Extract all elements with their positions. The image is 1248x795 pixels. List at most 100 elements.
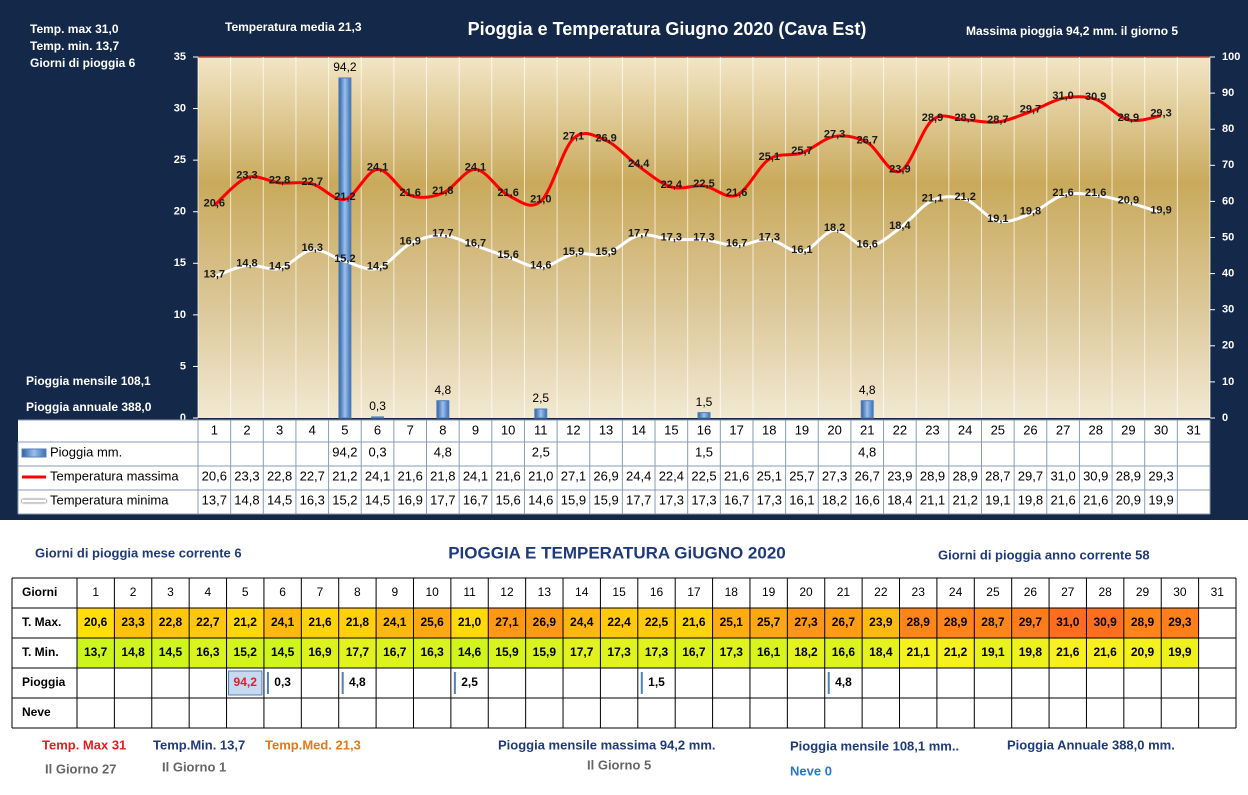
data-label: 21,6 — [497, 187, 518, 199]
x-tick-label: 20 — [827, 422, 841, 437]
cell-fill — [824, 608, 863, 638]
column-header: 20 — [799, 585, 813, 599]
footer-text: Pioggia Annuale 388,0 mm. — [1007, 737, 1175, 752]
data-label: 17,3 — [759, 231, 780, 243]
cell-value: 18,4 — [869, 645, 893, 659]
cell-value: 23,3 — [121, 615, 145, 629]
note: Giorni di pioggia anno corrente 58 — [938, 547, 1150, 562]
y2-tick-label: 40 — [1222, 268, 1234, 280]
table-value: 20,6 — [202, 468, 227, 483]
data-label: 17,3 — [661, 231, 682, 243]
cell-fill — [936, 608, 975, 638]
table-value: 25,1 — [757, 468, 782, 483]
table-value: 4,8 — [858, 444, 876, 459]
data-label: 22,7 — [302, 176, 323, 188]
bar — [534, 408, 548, 419]
table-value: 21,6 — [398, 468, 423, 483]
data-label: 13,7 — [204, 269, 225, 281]
y-tick-label: 15 — [174, 257, 186, 269]
cell-fill — [151, 608, 190, 638]
annotation: Pioggia annuale 388,0 — [26, 400, 152, 414]
cell-value: 28,9 — [907, 615, 931, 629]
cell-fill — [712, 638, 750, 668]
y2-tick-label: 50 — [1222, 231, 1234, 243]
cell-value: 27,3 — [794, 615, 818, 629]
table-value: 17,3 — [659, 492, 684, 507]
data-label: 16,3 — [302, 242, 323, 254]
column-header: 3 — [167, 585, 174, 599]
y2-tick-label: 100 — [1222, 51, 1240, 63]
cell-fill — [1123, 638, 1162, 668]
annotation: Massima pioggia 94,2 mm. il giorno 5 — [966, 24, 1178, 38]
cell-fill — [525, 638, 564, 668]
x-tick-label: 19 — [795, 422, 809, 437]
row-label: Pioggia — [22, 675, 66, 689]
cell-fill — [749, 638, 788, 668]
table-value: 16,7 — [724, 492, 749, 507]
cell-value: 1,5 — [648, 675, 665, 689]
column-header: 14 — [575, 585, 589, 599]
data-label: 15,2 — [334, 253, 355, 265]
cell-fill — [787, 638, 825, 668]
data-label: 14,5 — [269, 260, 290, 272]
table-value: 21,8 — [430, 468, 455, 483]
cell-value: 29,3 — [1168, 615, 1192, 629]
cell-value: 4,8 — [835, 675, 852, 689]
data-label: 21,2 — [954, 191, 975, 203]
cell-fill — [1011, 608, 1050, 638]
column-header: Giorni — [22, 585, 57, 599]
cell-value: 21,2 — [944, 645, 968, 659]
data-label: 20,6 — [204, 197, 225, 209]
footer-text: Pioggia mensile massima 94,2 mm. — [498, 737, 716, 752]
data-label: 19,9 — [1150, 205, 1171, 217]
y2-tick-label: 80 — [1222, 123, 1234, 135]
cell-fill — [637, 608, 676, 638]
data-label: 28,9 — [922, 112, 943, 124]
cell-fill — [525, 608, 564, 638]
table-value: 23,9 — [887, 468, 912, 483]
cell-fill — [1049, 608, 1087, 638]
table-value: 21,6 — [1083, 492, 1108, 507]
y-tick-label: 10 — [174, 309, 186, 321]
plot-area — [198, 57, 1210, 418]
x-tick-label: 14 — [631, 422, 645, 437]
data-label: 24,4 — [628, 158, 650, 170]
data-label: 26,9 — [595, 132, 616, 144]
data-label: 25,1 — [759, 151, 780, 163]
data-label: 20,9 — [1118, 194, 1139, 206]
cell-value: 25,6 — [420, 615, 444, 629]
data-label: 18,4 — [889, 220, 911, 232]
cell-value: 31,0 — [1056, 615, 1080, 629]
table-value: 94,2 — [332, 444, 357, 459]
cell-fill — [675, 638, 713, 668]
data-label: 27,3 — [824, 128, 845, 140]
legend-label: Pioggia mm. — [50, 444, 122, 459]
line — [213, 192, 1162, 279]
cell-value: 16,3 — [420, 645, 444, 659]
data-label: 30,9 — [1085, 91, 1106, 103]
cell-fill — [1049, 638, 1087, 668]
x-tick-label: 17 — [729, 422, 743, 437]
column-header: 6 — [279, 585, 286, 599]
cell-value: 2,5 — [461, 675, 478, 689]
x-tick-label: 27 — [1056, 422, 1070, 437]
cell-fill — [862, 608, 900, 638]
cell-fill — [1086, 608, 1124, 638]
table-value: 22,4 — [659, 468, 684, 483]
data-label: 24,1 — [367, 161, 388, 173]
table-value: 21,6 — [724, 468, 749, 483]
footer-text: Temp. Max 31 — [42, 737, 126, 752]
cell-value: 17,3 — [720, 645, 744, 659]
column-header: 28 — [1098, 585, 1112, 599]
cell-fill — [749, 608, 788, 638]
cell-value: 22,8 — [159, 615, 183, 629]
column-header: 24 — [949, 585, 963, 599]
cell-fill — [1123, 608, 1162, 638]
cell-value: 26,7 — [832, 615, 856, 629]
y-tick-label: 0 — [180, 412, 186, 424]
y-tick-label: 20 — [174, 206, 186, 218]
cell-value: 14,5 — [271, 645, 295, 659]
cell-fill — [563, 608, 601, 638]
cell-value: 15,2 — [234, 645, 258, 659]
